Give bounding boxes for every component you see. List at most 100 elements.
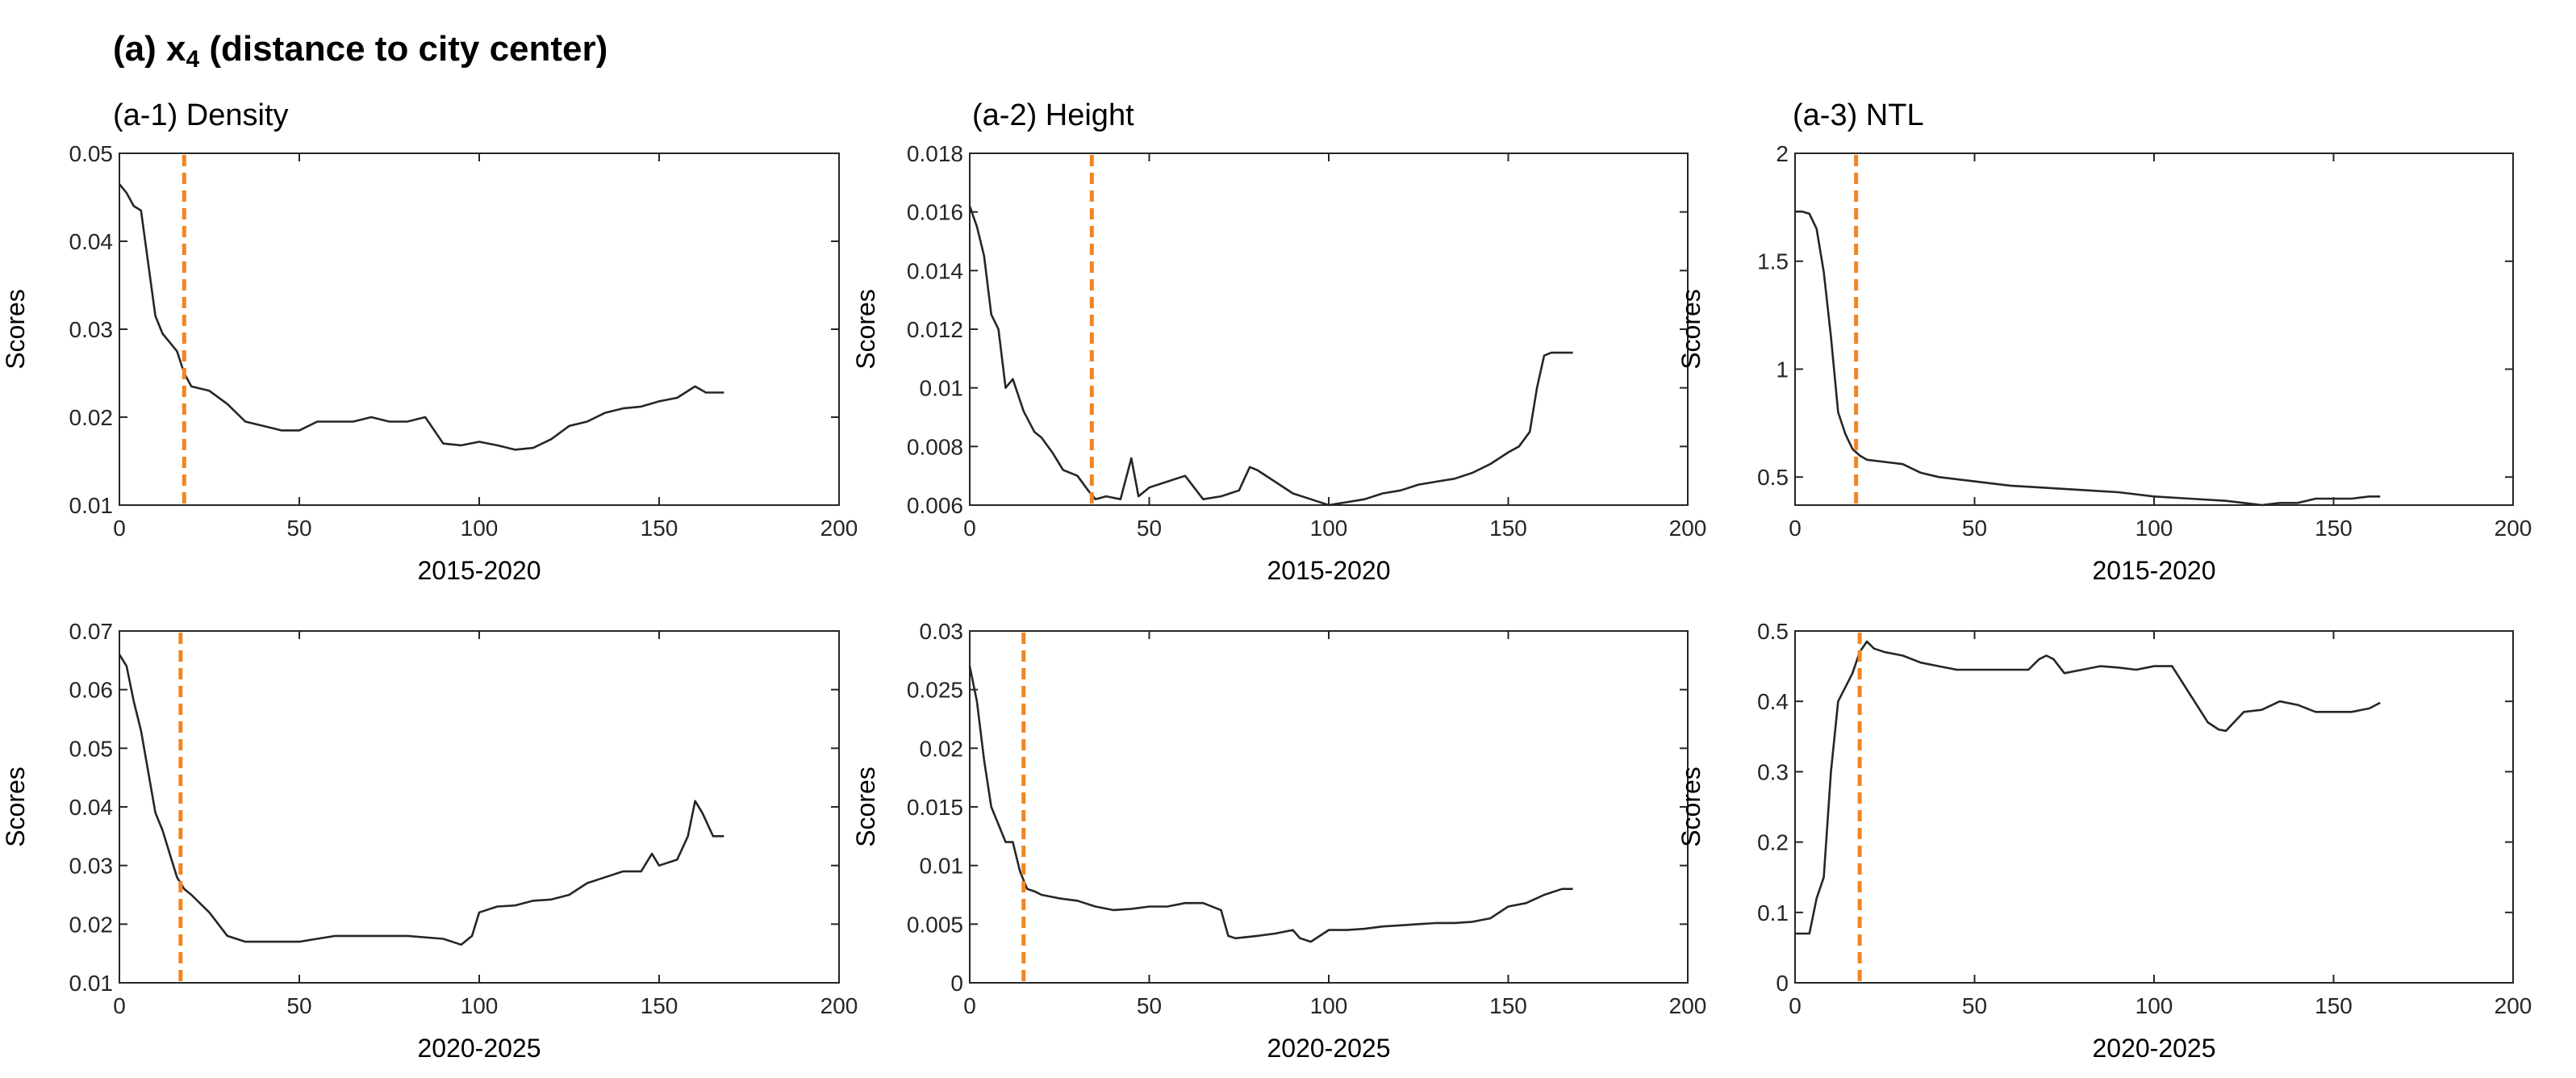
axes-frame (1794, 153, 2514, 506)
figure-title-prefix: (a) x (113, 29, 186, 69)
axes-frame (969, 153, 1689, 506)
x-tick-label: 50 (1137, 993, 1162, 1018)
y-tick-label: 0.01 (920, 376, 964, 401)
panel-a2-top: 0 50 100 150 200 0.006 0.008 0.01 0.012 0.014 0.01… (851, 98, 1706, 585)
y-tick-label: 0.05 (69, 141, 114, 166)
y-tick-label: 0.014 (907, 258, 963, 283)
score-series-line (1795, 210, 2381, 507)
y-axis-label: Scores (851, 767, 880, 847)
x-tick-label: 0 (1789, 993, 1802, 1018)
axes-frame (1794, 630, 2514, 984)
x-tick-label: 200 (820, 993, 858, 1018)
x-tick-label: 0 (963, 516, 976, 541)
y-tick-label: 0.04 (69, 795, 114, 820)
panel-title: (a-1) Density (113, 98, 289, 132)
y-axis-label: Scores (1, 767, 30, 847)
x-tick-label: 150 (2315, 516, 2353, 541)
x-tick-label: 0 (1789, 516, 1802, 541)
y-tick-label: 0.01 (69, 493, 114, 518)
figure-title: (a) x4 (distance to city center) (113, 29, 607, 73)
x-tick-label: 50 (1962, 516, 1987, 541)
y-tick-label: 0.07 (69, 619, 114, 644)
y-tick-label: 0.05 (69, 736, 114, 761)
x-tick-label: 100 (1310, 993, 1348, 1018)
x-tick-label: 100 (1310, 516, 1348, 541)
x-tick-label: 100 (461, 993, 499, 1018)
y-axis-label: Scores (1, 289, 30, 370)
x-axis-label: 2020-2025 (2092, 1034, 2215, 1063)
panel-a1-bot: 0 50 100 150 200 0.01 0.02 0.03 0.04 0.05 0.06 0.07… (1, 619, 858, 1063)
x-axis-label: 2015-2020 (1267, 556, 1390, 585)
x-tick-label: 0 (963, 993, 976, 1018)
y-tick-label: 0 (1776, 971, 1789, 996)
score-series-line (118, 654, 724, 946)
x-tick-label: 150 (2315, 993, 2353, 1018)
y-tick-label: 0.5 (1757, 465, 1789, 490)
x-axis-label: 2015-2020 (417, 556, 541, 585)
y-tick-label: 0.04 (69, 229, 114, 254)
figure-title-suffix: (distance to city center) (199, 29, 608, 69)
panel-title: (a-3) NTL (1793, 98, 1924, 132)
x-axis-label: 2020-2025 (417, 1034, 541, 1063)
y-tick-label: 0.005 (907, 912, 963, 937)
x-tick-label: 100 (2136, 516, 2173, 541)
y-tick-label: 0.02 (69, 405, 114, 430)
x-tick-label: 0 (113, 516, 126, 541)
x-tick-label: 200 (2495, 516, 2532, 541)
y-axis-label: Scores (1676, 289, 1706, 370)
y-tick-label: 2 (1776, 141, 1789, 166)
y-tick-label: 0.015 (907, 795, 963, 820)
score-series-line (1795, 640, 2381, 935)
panel-a3-top: 0 50 100 150 200 0.5 1 1.5 2 2015-2020 Scores (a-3)… (1676, 98, 2532, 585)
y-axis-label: Scores (1676, 767, 1706, 847)
axes-frame (119, 630, 840, 984)
panel-a2-bot: 0 50 100 150 200 0 0.005 0.01 0.015 0.02 0.025 0.03… (851, 619, 1706, 1063)
score-series-line (968, 666, 1573, 943)
x-tick-label: 200 (820, 516, 858, 541)
x-tick-label: 150 (641, 993, 678, 1018)
y-tick-label: 0.02 (920, 736, 964, 761)
panel-a3-bot: 0 50 100 150 200 0 0.1 0.2 0.3 0.4 0.5 2020-2025 Sco… (1676, 619, 2532, 1063)
y-tick-label: 0.025 (907, 678, 963, 703)
x-tick-label: 50 (286, 516, 311, 541)
x-tick-label: 150 (1489, 516, 1527, 541)
x-tick-label: 50 (286, 993, 311, 1018)
y-tick-label: 0.01 (920, 854, 964, 879)
y-tick-label: 0.01 (69, 971, 114, 996)
y-tick-label: 0.018 (907, 141, 963, 166)
x-tick-label: 150 (1489, 993, 1527, 1018)
x-tick-label: 50 (1962, 993, 1987, 1018)
y-tick-label: 0.03 (69, 317, 114, 342)
y-tick-label: 0.06 (69, 678, 114, 703)
y-tick-label: 0.016 (907, 200, 963, 225)
y-axis-label: Scores (851, 289, 880, 370)
y-tick-label: 0.03 (920, 619, 964, 644)
x-tick-label: 100 (2136, 993, 2173, 1018)
axes-frame (119, 153, 840, 506)
y-tick-label: 0.4 (1757, 689, 1789, 714)
y-tick-label: 0 (950, 971, 963, 996)
y-tick-label: 0.3 (1757, 759, 1789, 784)
x-tick-label: 200 (1669, 993, 1707, 1018)
figure-title-subscript: 4 (186, 46, 200, 73)
axes-frame (969, 630, 1689, 984)
x-axis-label: 2020-2025 (1267, 1034, 1390, 1063)
y-tick-label: 0.02 (69, 912, 114, 937)
x-tick-label: 150 (641, 516, 678, 541)
x-tick-label: 0 (113, 993, 126, 1018)
x-tick-label: 200 (2495, 993, 2532, 1018)
y-tick-label: 0.012 (907, 317, 963, 342)
y-tick-label: 1 (1776, 357, 1789, 382)
panel-title: (a-2) Height (972, 98, 1134, 132)
y-tick-label: 0.006 (907, 493, 963, 518)
y-tick-label: 0.5 (1757, 619, 1789, 644)
y-tick-label: 0.1 (1757, 900, 1789, 925)
score-series-line (968, 205, 1573, 507)
x-tick-label: 50 (1137, 516, 1162, 541)
x-tick-label: 100 (461, 516, 499, 541)
x-axis-label: 2015-2020 (2092, 556, 2215, 585)
y-tick-label: 0.2 (1757, 830, 1789, 855)
y-tick-label: 0.008 (907, 434, 963, 459)
y-tick-label: 1.5 (1757, 249, 1789, 274)
